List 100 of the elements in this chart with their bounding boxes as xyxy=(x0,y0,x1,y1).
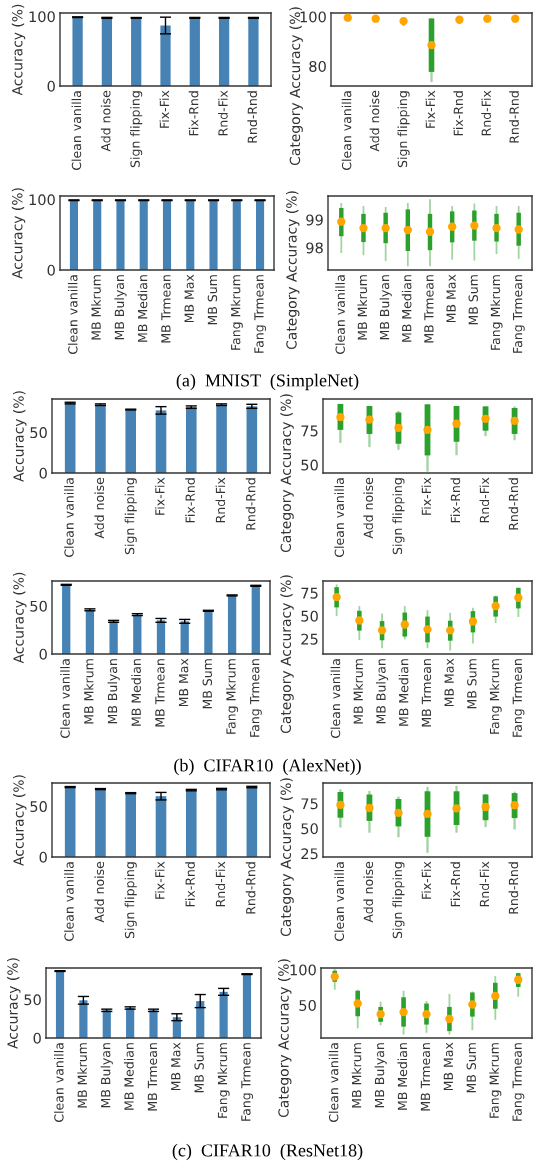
x-tick-label: Add noise xyxy=(94,477,105,539)
bar xyxy=(185,407,197,473)
x-tick-label: Sign flipping xyxy=(392,862,405,939)
x-tick-label: Rnd-Fix xyxy=(479,861,490,907)
x-tick-label: Fang Mkrum xyxy=(490,275,503,350)
y-tick-label: 99 xyxy=(306,214,323,226)
x-tick-label: Add noise xyxy=(363,861,374,923)
bar xyxy=(72,17,83,86)
y-axis-title: Accuracy (%) xyxy=(13,775,27,866)
x-tick-label: Fang Mkrum xyxy=(230,275,243,350)
bar xyxy=(64,403,76,473)
x-tick-label: MB Bulyan xyxy=(379,275,392,340)
text: (c) CIFAR10 (ResNet18) xyxy=(172,1143,363,1161)
x-tick-label: Fix-Rnd xyxy=(450,862,461,907)
x-tick-label: MB Max xyxy=(179,658,189,707)
x-tick-label: MB Mkrum xyxy=(91,275,101,340)
x-tick-label: MB Trmean xyxy=(424,275,434,343)
bar xyxy=(62,584,71,654)
x-tick-label: Fang Trmean xyxy=(254,275,267,353)
x-tick-label: MB Median xyxy=(401,275,412,342)
x-tick-label: Fang Trmean xyxy=(241,1043,254,1121)
x-tick-label: Rnd-Fix xyxy=(215,477,226,523)
x-tick-label: MB Mkrum xyxy=(351,1043,362,1108)
text: (a) MNIST (SimpleNet) xyxy=(176,373,359,391)
x-tick-label: Rnd-Rnd xyxy=(509,91,519,143)
x-tick-label: Add noise xyxy=(369,90,380,152)
x-tick-label: Rnd-Fix xyxy=(215,861,226,907)
x-tick-label: Fix-Fix xyxy=(421,861,431,899)
bar xyxy=(189,17,200,86)
x-tick-label: Fix-Fix xyxy=(159,90,169,128)
bar xyxy=(227,595,237,654)
x-tick-label: Fix-Rnd xyxy=(188,91,199,136)
x-tick-label: MB Sum xyxy=(202,659,213,709)
bar xyxy=(185,790,197,857)
x-tick-label: Fang Trmean xyxy=(513,275,525,353)
bar xyxy=(204,610,213,654)
x-tick-label: MB Max xyxy=(444,658,454,707)
y-tick-label: 80 xyxy=(309,60,326,72)
x-tick-label: MB Trmean xyxy=(147,1043,158,1111)
x-tick-label: Fang Mkrum xyxy=(217,1043,230,1118)
x-tick-label: Rnd-Fix xyxy=(218,90,228,136)
x-tick-label: Clean vanilla xyxy=(53,1043,64,1122)
bar xyxy=(133,614,142,654)
y-tick-label: 75 xyxy=(301,587,318,599)
y-tick-label: 50 xyxy=(24,994,41,1006)
bar xyxy=(242,974,252,1038)
x-tick-label: MB Mkrum xyxy=(357,275,368,340)
x-tick-label: Rnd-Rnd xyxy=(508,478,519,530)
bar xyxy=(156,620,166,654)
y-tick-label: 25 xyxy=(301,848,318,860)
y-axis-title: Accuracy (%) xyxy=(7,958,21,1049)
x-tick-label: Clean vanilla xyxy=(71,91,82,170)
x-tick-label: Sign flipping xyxy=(397,91,410,168)
x-tick-label: MB Bulyan xyxy=(374,1043,387,1108)
y-axis-title: Accuracy (%) xyxy=(11,4,26,96)
bar xyxy=(246,406,258,473)
x-tick-label: MB Trmean xyxy=(421,659,432,727)
x-tick-label: MB Bulyan xyxy=(100,1043,113,1108)
y-axis-title: Accuracy (%) xyxy=(13,572,27,664)
x-tick-label: Clean vanilla xyxy=(334,478,345,557)
y-axis-title: Accuracy (%) xyxy=(13,391,27,482)
x-tick-label: MB Sum xyxy=(467,659,477,709)
bar xyxy=(218,17,230,86)
y-tick-label: 0 xyxy=(39,648,47,660)
x-tick-label: MB Bulyan xyxy=(114,275,127,340)
bar xyxy=(196,1001,205,1038)
y-tick-label: 0 xyxy=(47,80,55,92)
bar xyxy=(79,1000,88,1038)
x-tick-label: Clean vanilla xyxy=(335,275,345,354)
y-tick-label: 25 xyxy=(301,633,318,645)
y-tick-label: 50 xyxy=(30,801,47,813)
y-tick-label: 50 xyxy=(301,823,318,835)
y-tick-label: 0 xyxy=(39,467,47,479)
bar xyxy=(216,404,227,473)
x-tick-label: MB Mkrum xyxy=(77,1043,88,1108)
x-tick-label: Fix-Rnd xyxy=(185,478,195,523)
bar xyxy=(219,991,228,1038)
y-axis-title: Category Accuracy (%) xyxy=(280,575,294,734)
x-tick-label: Clean vanilla xyxy=(330,659,341,738)
x-tick-label: MB Sum xyxy=(466,1043,476,1093)
x-tick-label: MB Trmean xyxy=(420,1043,431,1111)
bar xyxy=(131,17,142,86)
bar xyxy=(248,17,259,86)
y-axis-title: Category Accuracy (%) xyxy=(278,959,292,1118)
text: (b) CIFAR10 (AlexNet)) xyxy=(174,758,361,776)
x-tick-label: Fix-Fix xyxy=(154,861,165,899)
x-tick-label: Fix-Rnd xyxy=(185,862,195,907)
x-tick-label: Rnd-Rnd xyxy=(508,862,519,914)
y-tick-label: 100 xyxy=(29,194,55,206)
bar xyxy=(95,404,106,473)
x-tick-label: Rnd-Rnd xyxy=(245,862,256,914)
x-tick-label: MB Max xyxy=(184,274,194,323)
y-tick-label: 75 xyxy=(301,425,318,437)
y-axis-title: Category Accuracy (%) xyxy=(289,7,303,166)
x-tick-label: MB Trmean xyxy=(161,275,171,343)
y-tick-label: 50 xyxy=(299,999,316,1011)
bar xyxy=(125,793,137,857)
x-tick-label: Clean vanilla xyxy=(64,478,74,557)
x-tick-label: Clean vanilla xyxy=(341,91,352,170)
y-tick-label: 0 xyxy=(33,1032,41,1044)
